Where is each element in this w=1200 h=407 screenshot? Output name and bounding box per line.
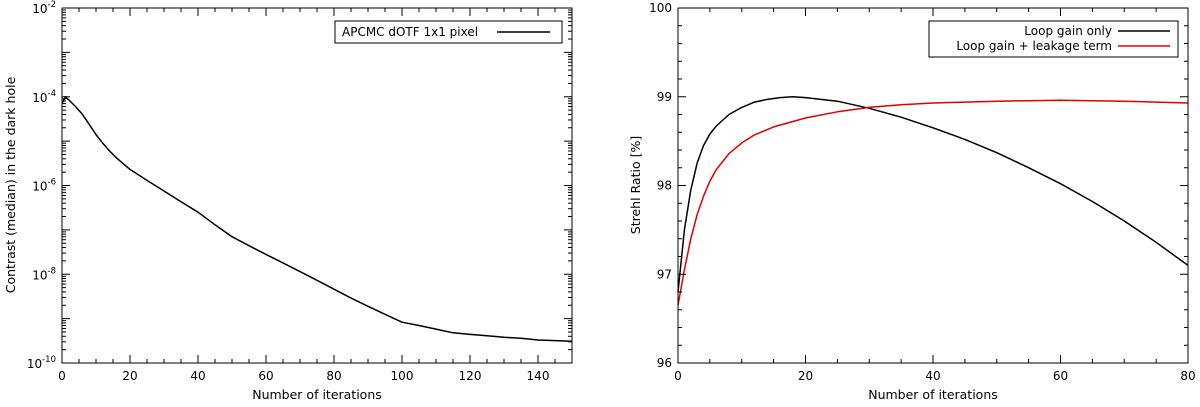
contrast-y-tick-label: 10-2	[32, 0, 56, 16]
strehl-x-tick-label: 80	[1180, 369, 1195, 383]
strehl-x-tick-label: 60	[1053, 369, 1068, 383]
contrast-x-tick-label: 140	[527, 369, 550, 383]
contrast-y-tick-label: 10-6	[32, 178, 56, 194]
strehl-y-tick-label: 99	[657, 90, 672, 104]
strehl-legend-box	[928, 20, 1179, 58]
strehl-x-tick-label: 20	[798, 369, 813, 383]
contrast-series-line-0	[61, 96, 573, 342]
contrast-legend-box	[334, 20, 563, 44]
contrast-x-tick-label: 100	[391, 369, 414, 383]
strehl-legend: Loop gain only Loop gain + leakage term	[928, 20, 1179, 58]
contrast-x-tick-label: 80	[326, 369, 341, 383]
strehl-legend-label-1: Loop gain + leakage term	[956, 39, 1112, 53]
strehl-series-lines	[677, 96, 1189, 306]
strehl-y-tick-label: 98	[657, 179, 672, 193]
contrast-y-tick-label: 10-8	[32, 266, 56, 282]
strehl-y-tick-label: 97	[657, 267, 672, 281]
contrast-y-axis-title: Contrast (median) in the dark hole	[3, 76, 18, 293]
contrast-x-tick-label: 20	[122, 369, 137, 383]
contrast-x-tick-label: 60	[258, 369, 273, 383]
contrast-x-tick-label: 0	[58, 369, 66, 383]
contrast-y-axis: 10-2 10-4 10-6 10-8 10-10	[27, 0, 572, 371]
strehl-series-line-1	[677, 99, 1189, 306]
contrast-legend-label-0: APCMC dOTF 1x1 pixel	[342, 25, 478, 39]
contrast-x-axis-title: Number of iterations	[252, 387, 382, 402]
strehl-y-axis-title: Strehl Ratio [%]	[628, 136, 643, 234]
contrast-y-tick-label: 10-4	[32, 89, 56, 105]
strehl-x-axis: 0 20 40 60 80	[674, 8, 1196, 383]
contrast-x-axis: 0 20 40 60 80 100 120 140	[58, 8, 573, 383]
strehl-x-tick-label: 40	[925, 369, 940, 383]
strehl-x-axis-title: Number of iterations	[868, 387, 998, 402]
strehl-chart: 0 20 40 60 80 96 97 98 99 100 Number of iteratio…	[628, 1, 1196, 402]
contrast-chart: 0 20 40 60 80 100 120 140 10-2 10-4 10-6 10-8 10-10…	[3, 0, 573, 402]
contrast-y-tick-label: 10-10	[27, 355, 56, 371]
contrast-series-lines	[61, 96, 573, 342]
strehl-x-tick-label: 0	[674, 369, 682, 383]
contrast-x-tick-label: 40	[190, 369, 205, 383]
contrast-legend: APCMC dOTF 1x1 pixel	[334, 20, 563, 44]
strehl-legend-label-0: Loop gain only	[1024, 24, 1112, 38]
strehl-y-tick-label: 100	[649, 1, 672, 15]
strehl-y-axis: 96 97 98 99 100	[649, 1, 1188, 370]
strehl-series-line-0	[677, 96, 1189, 293]
strehl-y-tick-label: 96	[657, 356, 672, 370]
contrast-x-tick-label: 120	[459, 369, 482, 383]
